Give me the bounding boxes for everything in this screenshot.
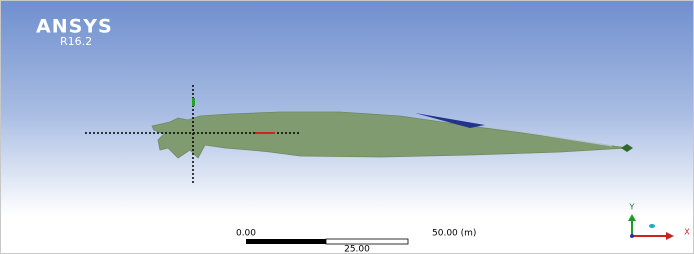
scale-bar-black xyxy=(246,239,326,244)
viewport: ANSYS R16.2 0.00 50.00 (m) 25.00 Y X xyxy=(0,0,694,254)
triad-x-label: X xyxy=(684,228,690,237)
scale-label-start: 0.00 xyxy=(236,229,256,239)
triad-y-label: Y xyxy=(629,203,635,212)
axis-marker-y xyxy=(192,98,195,106)
triad-origin xyxy=(630,234,634,238)
scale-label-end: 50.00 (m) xyxy=(432,229,476,239)
logo-version: R16.2 xyxy=(60,35,92,48)
scale-bar-white xyxy=(326,239,408,244)
scale-label-middle: 25.00 xyxy=(344,245,370,254)
triad-z xyxy=(649,224,655,228)
